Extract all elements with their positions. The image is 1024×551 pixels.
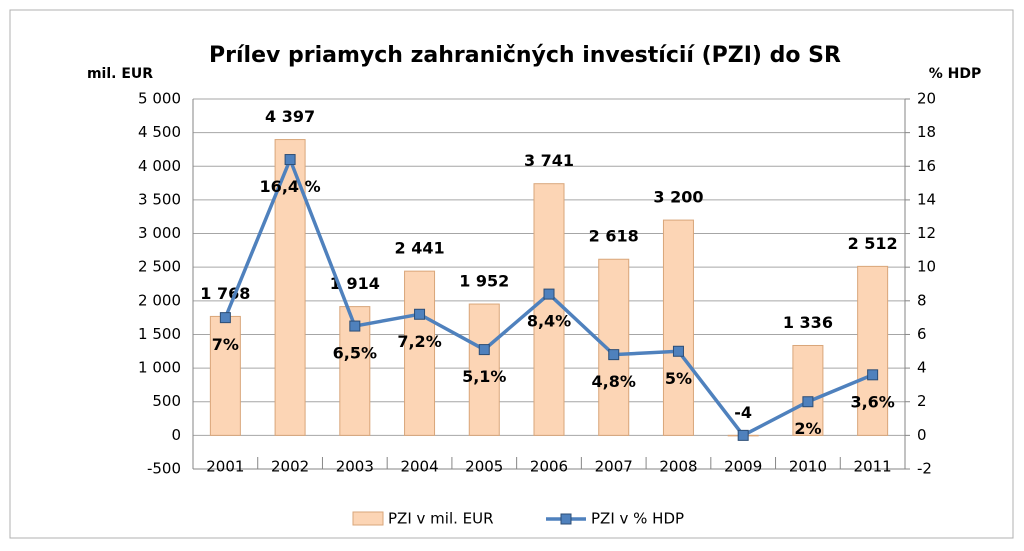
legend-label: PZI v mil. EUR <box>388 510 494 528</box>
line-marker <box>737 429 749 441</box>
line-marker <box>608 349 620 361</box>
bar-value-label: -4 <box>734 403 752 422</box>
x-tick-label: 2002 <box>271 458 309 476</box>
x-tick-label: 2008 <box>659 458 697 476</box>
line-marker <box>672 345 684 357</box>
line-value-label: 7,2% <box>397 332 441 351</box>
line-marker <box>543 288 555 300</box>
bar <box>209 315 241 436</box>
line-value-label: 5% <box>665 369 692 388</box>
y-tick-label: 5 000 <box>138 90 181 108</box>
line-value-label: 6,5% <box>333 344 377 363</box>
line-marker <box>414 308 426 320</box>
y-tick-label: -500 <box>147 460 181 478</box>
y2-tick-label: 2 <box>917 392 927 410</box>
y-tick-label: 500 <box>152 392 181 410</box>
y-axis-label: mil. EUR <box>87 66 153 82</box>
x-tick-label: 2007 <box>595 458 633 476</box>
x-tick-label: 2004 <box>400 458 438 476</box>
chart-title: Prílev priamych zahraničných investícií … <box>209 43 841 68</box>
y-tick-label: 3 000 <box>138 224 181 242</box>
x-tick-label: 2011 <box>854 458 892 476</box>
bar-value-label: 1 914 <box>330 274 380 293</box>
bar-value-label: 2 512 <box>848 234 898 253</box>
line-value-label: 8,4% <box>527 312 571 331</box>
line-marker <box>478 344 490 356</box>
line-value-label: 5,1% <box>462 367 506 386</box>
line-marker <box>802 396 814 408</box>
chart-border <box>9 9 1014 539</box>
bar-value-label: 1 952 <box>459 272 509 291</box>
line-value-label: 16,4 % <box>260 177 321 196</box>
bar-value-label: 1 336 <box>783 313 833 332</box>
bar-value-label: 4 397 <box>265 107 315 126</box>
line-marker <box>349 320 361 332</box>
y-tick-label: 1 000 <box>138 359 181 377</box>
line-marker <box>867 369 879 381</box>
y2-tick-label: 12 <box>917 224 936 242</box>
y-tick-label: 4 500 <box>138 123 181 141</box>
bar <box>792 344 824 436</box>
bar <box>857 265 889 436</box>
x-tick-label: 2009 <box>724 458 762 476</box>
line-marker <box>284 154 296 166</box>
y-tick-label: 0 <box>171 426 181 444</box>
legend-swatch <box>560 513 572 525</box>
bar <box>468 303 500 436</box>
x-tick-label: 2006 <box>530 458 568 476</box>
line-value-label: 2% <box>794 419 821 438</box>
x-tick-label: 2010 <box>789 458 827 476</box>
legend-swatch <box>352 511 384 526</box>
y2-axis-label: % HDP <box>929 66 982 82</box>
bar <box>404 270 436 436</box>
bar-value-label: 2 618 <box>589 227 639 246</box>
bar-value-label: 3 200 <box>653 188 703 207</box>
y2-tick-label: 6 <box>917 325 927 343</box>
bar-value-label: 2 441 <box>394 239 444 258</box>
x-tick-label: 2003 <box>336 458 374 476</box>
y2-tick-label: -2 <box>917 460 932 478</box>
y2-tick-label: 4 <box>917 359 927 377</box>
y-tick-label: 4 000 <box>138 157 181 175</box>
bar <box>533 183 565 436</box>
y2-tick-label: 10 <box>917 258 936 276</box>
y2-tick-label: 0 <box>917 426 927 444</box>
y2-tick-label: 14 <box>917 190 936 208</box>
bar <box>662 219 694 436</box>
line-value-label: 7% <box>212 335 239 354</box>
bar-value-label: 1 768 <box>200 284 250 303</box>
x-tick-label: 2001 <box>206 458 244 476</box>
y2-tick-label: 18 <box>917 123 936 141</box>
y-tick-label: 2 500 <box>138 258 181 276</box>
x-tick-label: 2005 <box>465 458 503 476</box>
y-tick-label: 3 500 <box>138 190 181 208</box>
line-marker <box>219 312 231 324</box>
y-tick-label: 2 000 <box>138 291 181 309</box>
bar-value-label: 3 741 <box>524 151 574 170</box>
y-tick-label: 1 500 <box>138 325 181 343</box>
line-value-label: 4,8% <box>592 372 636 391</box>
y2-tick-label: 20 <box>917 90 936 108</box>
bar <box>598 258 630 436</box>
line-value-label: 3,6% <box>850 392 894 411</box>
y2-tick-label: 16 <box>917 157 936 175</box>
y2-tick-label: 8 <box>917 291 927 309</box>
legend-label: PZI v % HDP <box>591 510 684 528</box>
